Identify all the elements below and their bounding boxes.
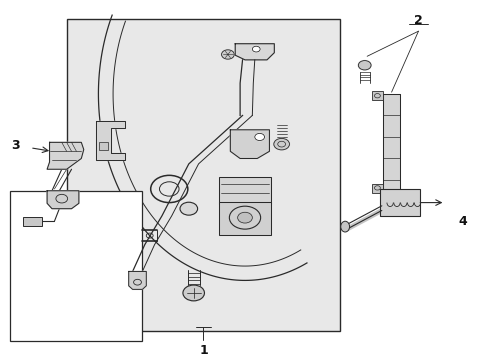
Polygon shape: [96, 121, 125, 160]
FancyBboxPatch shape: [380, 189, 420, 216]
Circle shape: [255, 134, 265, 140]
Polygon shape: [129, 271, 147, 289]
Bar: [10, 191, 143, 341]
Circle shape: [221, 50, 234, 59]
Bar: [99, 141, 108, 149]
Polygon shape: [47, 191, 79, 209]
Polygon shape: [230, 130, 270, 158]
Circle shape: [274, 138, 290, 150]
Circle shape: [252, 46, 260, 52]
Circle shape: [183, 285, 204, 301]
Circle shape: [358, 60, 371, 70]
Circle shape: [238, 212, 252, 223]
FancyBboxPatch shape: [219, 202, 271, 235]
Bar: [23, 217, 42, 226]
Ellipse shape: [341, 221, 349, 232]
Bar: [67, 19, 340, 330]
Bar: [383, 94, 400, 202]
Text: 4: 4: [458, 215, 467, 228]
Text: 3: 3: [11, 139, 20, 152]
Circle shape: [180, 202, 197, 215]
Polygon shape: [47, 142, 84, 169]
Bar: [372, 184, 383, 193]
Text: 1: 1: [199, 344, 208, 357]
FancyBboxPatch shape: [219, 177, 271, 204]
Bar: [372, 91, 383, 100]
Polygon shape: [235, 44, 274, 60]
Text: 2: 2: [414, 14, 423, 27]
